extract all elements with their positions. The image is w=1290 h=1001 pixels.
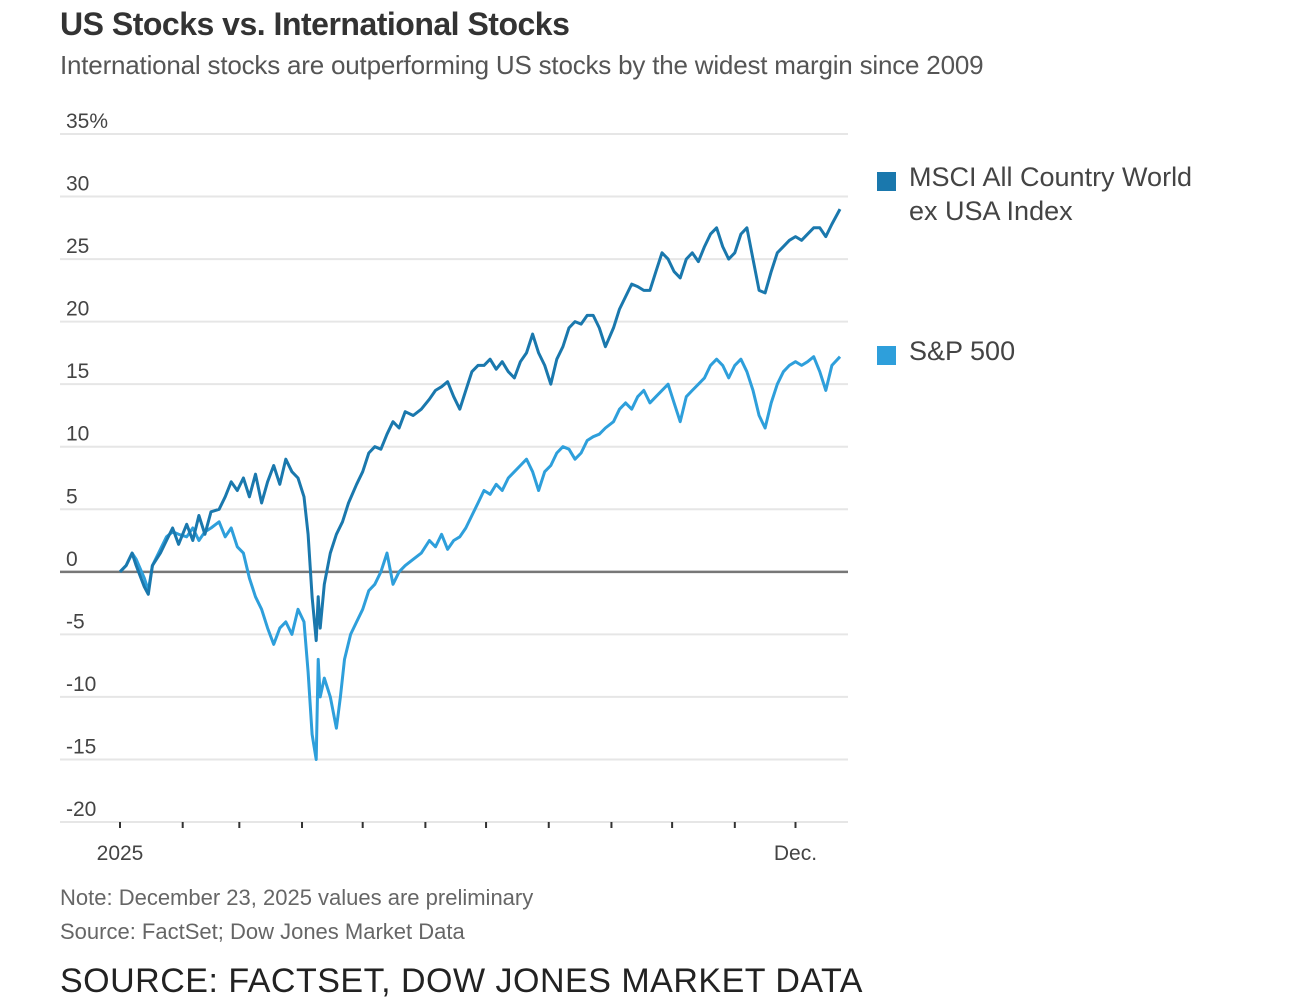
- legend: MSCI All Country World ex USA Index S&P 50…: [877, 162, 1192, 366]
- line-chart: 35% 30 25 20 15 10 5 0 -5 -10 -15 -20 2025 Dec. MSCI…: [60, 110, 1192, 865]
- legend-label-msci: ex USA Index: [909, 196, 1073, 226]
- legend-swatch-sp500: [877, 346, 896, 365]
- legend-label-msci: MSCI All Country World: [909, 162, 1192, 192]
- chart-source: Source: FactSet; Dow Jones Market Data: [60, 919, 465, 944]
- y-tick-label: -10: [66, 673, 96, 696]
- legend-swatch-msci: [877, 172, 896, 191]
- chart-subtitle: International stocks are outperforming U…: [60, 50, 984, 80]
- grid-lines: [60, 133, 848, 823]
- y-axis-tick-labels: 35% 30 25 20 15 10 5 0 -5 -10 -15 -20: [66, 110, 108, 821]
- y-tick-label: 0: [66, 548, 78, 571]
- x-tick-label: Dec.: [774, 842, 817, 865]
- legend-label-sp500: S&P 500: [909, 336, 1015, 366]
- series-lines: [118, 208, 842, 761]
- footer-source-caption: SOURCE: FACTSET, DOW JONES MARKET DATA: [60, 962, 863, 1000]
- y-tick-label: 10: [66, 423, 89, 446]
- y-tick-label: 25: [66, 235, 89, 258]
- y-tick-label: 35%: [66, 110, 108, 133]
- y-tick-label: 15: [66, 360, 89, 383]
- x-axis: 2025 Dec.: [97, 822, 817, 865]
- y-tick-label: 5: [66, 485, 78, 508]
- y-tick-label: -5: [66, 610, 85, 633]
- y-tick-label: -20: [66, 798, 96, 821]
- y-tick-label: 30: [66, 173, 89, 196]
- x-tick-label: 2025: [97, 842, 144, 865]
- sp500-series-line: [118, 355, 842, 761]
- y-tick-label: -15: [66, 735, 96, 758]
- chart-title: US Stocks vs. International Stocks: [60, 6, 570, 42]
- chart-note: Note: December 23, 2025 values are preli…: [60, 885, 534, 910]
- y-tick-label: 20: [66, 298, 89, 321]
- msci-series-line: [118, 208, 842, 643]
